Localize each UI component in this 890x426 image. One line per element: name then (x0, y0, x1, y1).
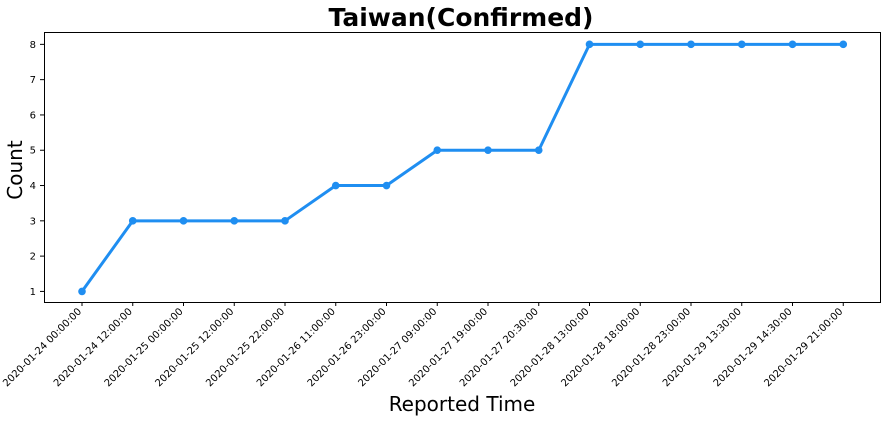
y-tick-label: 5 (30, 146, 36, 157)
y-tick-label: 8 (30, 40, 36, 51)
y-tick-label: 7 (30, 75, 36, 86)
data-point (230, 217, 239, 225)
y-tick-label: 4 (30, 181, 36, 192)
data-point (636, 40, 645, 49)
y-tick-label: 3 (30, 216, 36, 227)
data-point (281, 217, 289, 225)
data-point (737, 40, 746, 49)
chart-title: Taiwan(Confirmed) (329, 3, 594, 32)
series-line (80, 42, 845, 293)
data-point (839, 40, 848, 49)
x-axis-label: Reported Time (389, 392, 536, 416)
data-point (788, 40, 797, 49)
plot-frame (44, 32, 881, 303)
data-point (78, 287, 86, 296)
y-tick-label: 6 (30, 110, 36, 121)
data-point (331, 181, 340, 190)
data-point (433, 146, 442, 155)
y-axis-label: Count (3, 140, 27, 200)
data-point (484, 146, 492, 155)
series-layer (78, 40, 848, 296)
data-point (128, 217, 137, 225)
y-tick-label: 1 (30, 287, 36, 298)
y-tick-label: 2 (30, 252, 36, 263)
y-axis-ticks: 1 2 3 4 5 6 7 8 (30, 40, 44, 298)
data-point (687, 40, 695, 49)
data-point (534, 146, 543, 155)
data-point (179, 217, 188, 225)
data-point (382, 181, 391, 190)
data-point (585, 40, 594, 49)
